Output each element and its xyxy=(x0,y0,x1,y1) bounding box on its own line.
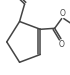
Text: O: O xyxy=(59,9,65,18)
Text: O: O xyxy=(58,40,64,49)
